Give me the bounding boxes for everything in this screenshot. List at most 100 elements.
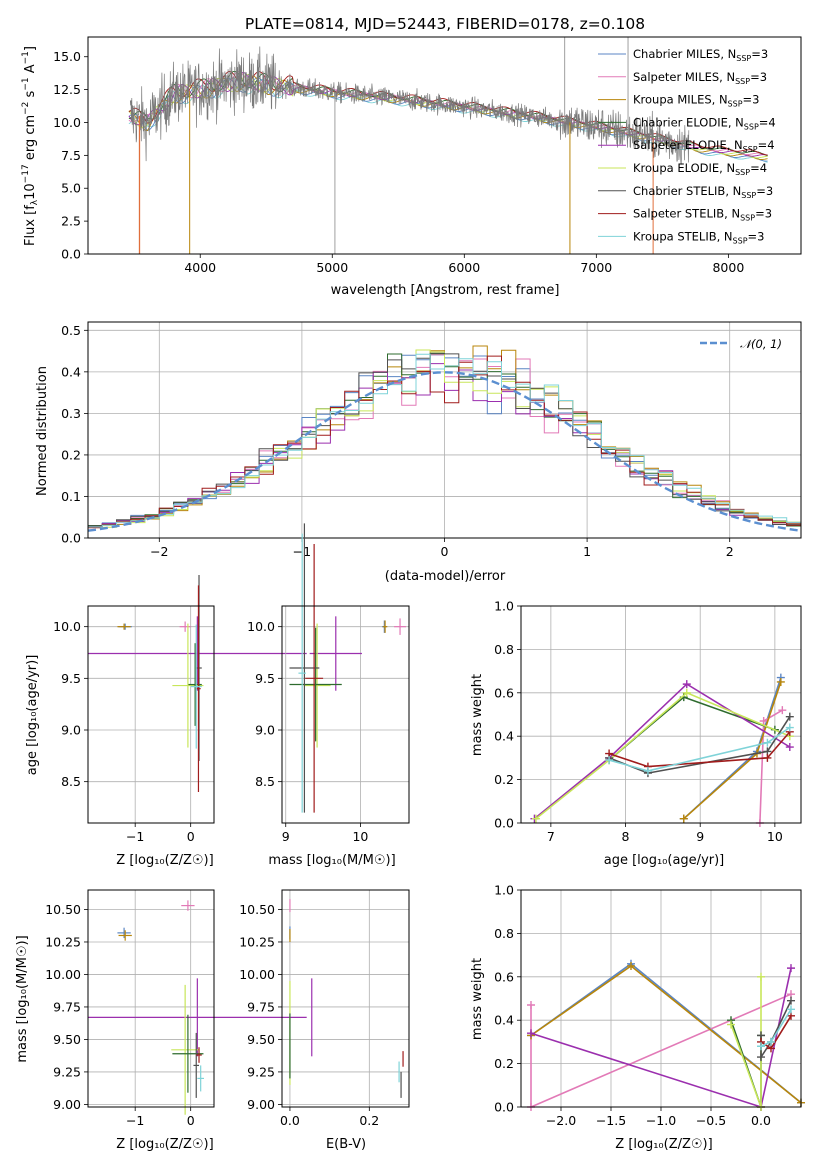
mass_vs_Z-frame	[87, 889, 215, 1108]
weight_vs_Z-ytick-label: 0.4	[494, 1013, 514, 1028]
weight-marker	[682, 680, 691, 689]
weight-marker	[531, 814, 540, 823]
mass_vs_Z-ytick-label: 9.50	[53, 1032, 81, 1047]
weight-marker	[778, 706, 787, 715]
weight-marker	[679, 814, 688, 823]
age_vs_mass-ytick-label: 10.0	[247, 619, 275, 634]
weight-marker	[643, 766, 652, 775]
residuals-ytick-label: 0.4	[61, 364, 81, 379]
mass_vs_ebv-xtick-label: 0.0	[280, 1113, 300, 1128]
weight-line	[533, 683, 791, 820]
spectrum-ytick-label: 7.5	[61, 148, 81, 163]
mass_vs_ebv-ytick-label: 10.00	[239, 967, 275, 982]
weight_vs_age-xtick-label: 9	[696, 829, 704, 844]
residuals-xtick-label: 0	[441, 544, 449, 559]
age_vs_Z-errorbars	[88, 575, 307, 792]
spectrum-lines	[128, 37, 768, 254]
legend-label: Chabrier STELIB, NSSP=3	[633, 184, 773, 200]
spectrum-ytick-label: 0.0	[61, 247, 81, 262]
mass_vs_Z-ytick-label: 10.00	[45, 967, 81, 982]
spectrum-ytick-label: 5.0	[61, 181, 81, 196]
weight-marker	[787, 1005, 795, 1014]
age_vs_Z-xtick-label: 0	[187, 829, 195, 844]
weight-line	[608, 731, 791, 768]
weight-marker	[759, 717, 768, 726]
age_vs_mass-axes: 9 10 8.5 9.0 9.5 10.0	[247, 606, 409, 844]
weight-line	[608, 726, 791, 772]
residuals-ytick-label: 0.1	[61, 489, 81, 504]
spectrum-ytick-label: 15.0	[53, 49, 81, 64]
mass_vs_Z-ytick-label: 10.25	[45, 934, 81, 949]
weight_vs_Z-xtick-label: −0.5	[696, 1113, 726, 1128]
mass_vs_Z-ytick-label: 9.25	[53, 1064, 81, 1079]
weight_vs_Z-ytick-label: 1.0	[494, 883, 514, 898]
legend-label: Chabrier ELODIE, NSSP=4	[633, 115, 776, 131]
age_vs_mass-ytick-label: 8.5	[255, 774, 275, 789]
weight-marker	[785, 723, 794, 732]
legend-label: Kroupa ELODIE, NSSP=4	[633, 161, 767, 177]
spectrum-xtick-label: 4000	[184, 260, 216, 275]
mass_vs_Z-errorbars	[88, 900, 307, 1115]
gaussian-curve	[87, 371, 802, 532]
residuals-ytick-label: 0.2	[61, 447, 81, 462]
spectrum-xtick-label: 6000	[448, 260, 480, 275]
weight-marker	[763, 738, 772, 747]
weight_vs_age-xtick-label: 7	[547, 829, 555, 844]
weight-marker	[776, 677, 785, 686]
mass_vs_Z-ytick-label: 10.50	[45, 902, 81, 917]
weight-marker	[787, 964, 795, 973]
weight_vs_Z-ytick-label: 0.2	[494, 1056, 514, 1071]
residuals-xtick-label: −2	[150, 544, 168, 559]
legend-label: Kroupa STELIB, NSSP=3	[633, 229, 764, 245]
spectrum-title: PLATE=0814, MJD=52443, FIBERID=0178, z=0…	[245, 15, 645, 33]
weight_vs_Z-ytick-label: 0.6	[494, 969, 514, 984]
mass_vs_ebv-frame	[281, 889, 410, 1108]
age_vs_Z-ytick-label: 8.5	[61, 774, 81, 789]
mass_vs_Z-ytick-label: 9.00	[53, 1097, 81, 1112]
age_vs_mass-ytick-label: 9.5	[255, 671, 275, 686]
spectrum-ytick-label: 2.5	[61, 214, 81, 229]
weight_vs_age-ytick-label: 0.8	[494, 642, 514, 657]
mass_vs_ebv-ytick-label: 9.50	[247, 1032, 275, 1047]
age_vs_mass-xtick-label: 10	[352, 829, 368, 844]
mass_vs_ebv-ytick-label: 9.00	[247, 1097, 275, 1112]
weight_vs_Z-xtick-label: −2.0	[546, 1113, 576, 1128]
spectrum-ylabel: Flux [fλ10−17 erg cm−2 s−1 A−1]	[21, 46, 40, 246]
legend-label: Kroupa MILES, NSSP=3	[633, 93, 759, 109]
age_vs_mass-frame	[281, 605, 410, 824]
weight-marker	[757, 1053, 765, 1062]
age_vs_Z-frame	[87, 605, 215, 824]
mass_vs_ebv-xtick-label: 0.2	[359, 1113, 379, 1128]
spectrum-axes: 4000 5000 6000 7000 8000 0.0 2.5 5.0 7.5 10.0 12.5…	[53, 49, 744, 275]
mass_vs_ebv-ytick-label: 10.25	[239, 934, 275, 949]
age-vs-mass-xlabel: mass [log₁₀(M/M☉)]	[268, 853, 395, 868]
weight-marker	[757, 972, 765, 981]
weight-marker	[757, 1042, 765, 1051]
residuals-ytick-label: 0.5	[61, 323, 81, 338]
spectrum-ytick-label: 10.0	[53, 115, 81, 130]
weight-marker	[785, 743, 794, 752]
weight-marker	[785, 712, 794, 721]
weight-vs-age-ylabel: mass weight	[470, 674, 485, 756]
spectrum-ytick-label: 12.5	[53, 82, 81, 97]
weight-vs-Z-ylabel: mass weight	[470, 958, 485, 1040]
age_vs_mass-ytick-label: 9.0	[255, 723, 275, 738]
weight-marker	[605, 756, 614, 765]
legend-label: Chabrier MILES, NSSP=3	[633, 47, 768, 63]
mass_vs_Z-ytick-label: 9.75	[53, 999, 81, 1014]
age_vs_Z-ytick-label: 9.5	[61, 671, 81, 686]
residual-histogram	[88, 355, 801, 529]
mass-vs-Z-ylabel: mass [log₁₀(M/M☉)]	[15, 935, 30, 1062]
weight_vs_age-ytick-label: 0.4	[494, 729, 514, 744]
age-vs-Z-ylabel: age [log₁₀(age/yr)]	[25, 655, 40, 776]
weight_vs_age-series	[530, 673, 794, 827]
mass_vs_Z-axes: −1 0 9.00 9.25 9.50 9.75 10.00 10.25 10.50	[45, 890, 214, 1128]
residuals-frame	[87, 321, 802, 539]
mass_vs_ebv-ytick-label: 9.75	[247, 999, 275, 1014]
spectrum-xlabel: wavelength [Angstrom, rest frame]	[331, 283, 560, 298]
weight-line	[535, 691, 791, 820]
legend-label: Salpeter MILES, NSSP=3	[633, 70, 767, 86]
weight_vs_Z-ytick-label: 0.0	[494, 1100, 514, 1115]
residuals-ytick-label: 0.3	[61, 406, 81, 421]
